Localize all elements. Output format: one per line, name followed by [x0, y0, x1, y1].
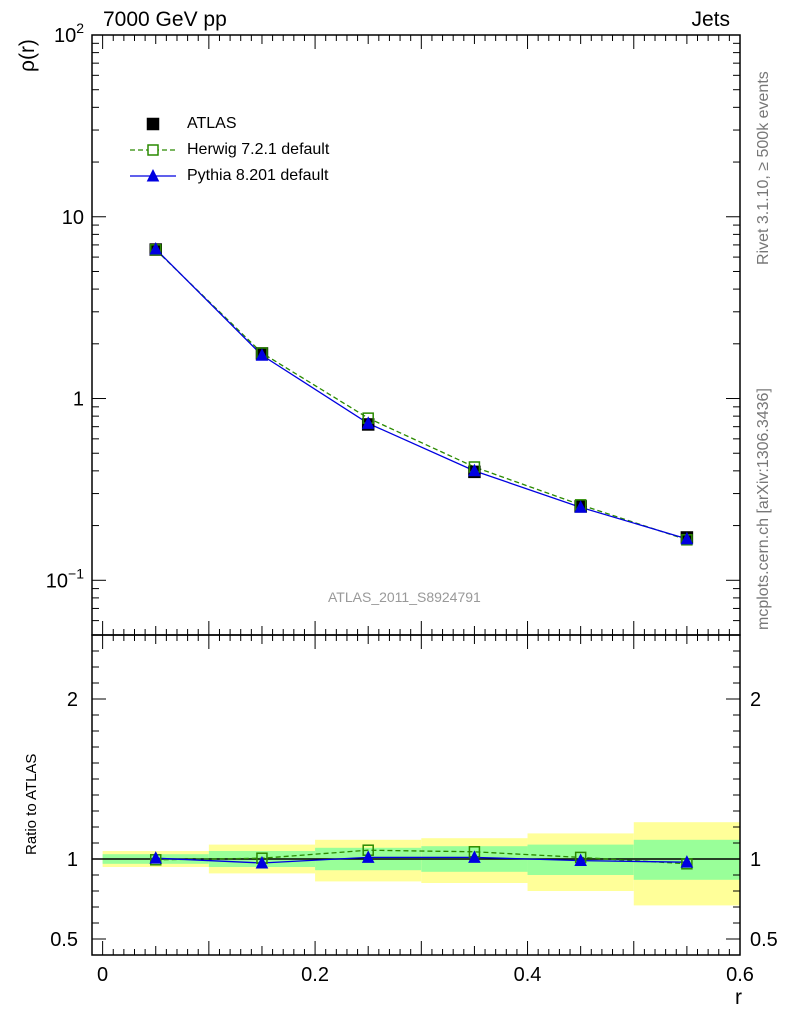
ratio-panel-frame — [91, 634, 741, 956]
pythia-line — [155, 248, 688, 540]
legend-label-pythia: Pythia 8.201 default — [187, 167, 329, 184]
ratio-pythia-point — [574, 853, 587, 867]
header-observable-label: Jets — [691, 8, 730, 31]
x-tick-label: 0.4 — [514, 964, 542, 986]
ratio-pythia-line — [155, 856, 687, 864]
ratio-y-axis-label: Ratio to ATLAS — [23, 753, 40, 855]
legend-label-atlas: ATLAS — [187, 115, 237, 132]
legend-pythia-marker — [146, 168, 160, 182]
main-y-tick-label: 10−1 — [46, 565, 84, 592]
legend-herwig-marker — [147, 144, 159, 156]
x-tick-label: 0.6 — [726, 964, 754, 986]
x-tick-label: 0.2 — [301, 964, 329, 986]
pythia-point — [574, 500, 587, 513]
ratio-y-tick-label-left: 2 — [67, 689, 78, 711]
ratio-y-tick-label-right: 0.5 — [750, 929, 778, 951]
main-y-tick-label: 1 — [73, 389, 84, 411]
pythia-point — [149, 242, 163, 255]
pythia-point — [255, 348, 269, 361]
ratio-y-tick-label-right: 2 — [750, 689, 761, 711]
main-y-axis-label: ρ(r) — [16, 39, 39, 72]
ratio-pythia-point — [680, 855, 694, 868]
ratio-herwig-line — [155, 849, 687, 865]
ratio-y-tick-label-right: 1 — [750, 849, 761, 871]
ratio-y-tick-label-left: 1 — [67, 849, 78, 871]
ratio-pythia-point — [255, 855, 269, 869]
herwig-line — [155, 249, 688, 541]
ratio-pythia-point — [149, 851, 163, 864]
x-axis-label: r — [735, 986, 742, 1009]
header-collision-label: 7000 GeV pp — [103, 8, 227, 31]
main-y-tick-label: 10 — [62, 207, 84, 229]
ratio-pythia-point — [361, 850, 375, 863]
ratio-y-tick-label-left: 0.5 — [50, 929, 78, 951]
ratio-pythia-point — [468, 850, 481, 863]
side-label-mcplots: mcplots.cern.ch [arXiv:1306.3436] — [755, 388, 772, 630]
x-tick-label: 0 — [97, 964, 108, 986]
pythia-point — [361, 416, 375, 429]
side-label-rivet: Rivet 3.1.10, ≥ 500k events — [755, 71, 772, 265]
legend-atlas-marker — [146, 117, 160, 131]
main-y-tick-label: 102 — [54, 20, 84, 47]
pythia-point — [680, 531, 694, 545]
legend-label-herwig: Herwig 7.2.1 default — [187, 141, 330, 158]
pythia-point — [468, 463, 481, 477]
analysis-label: ATLAS_2011_S8924791 — [328, 589, 481, 605]
